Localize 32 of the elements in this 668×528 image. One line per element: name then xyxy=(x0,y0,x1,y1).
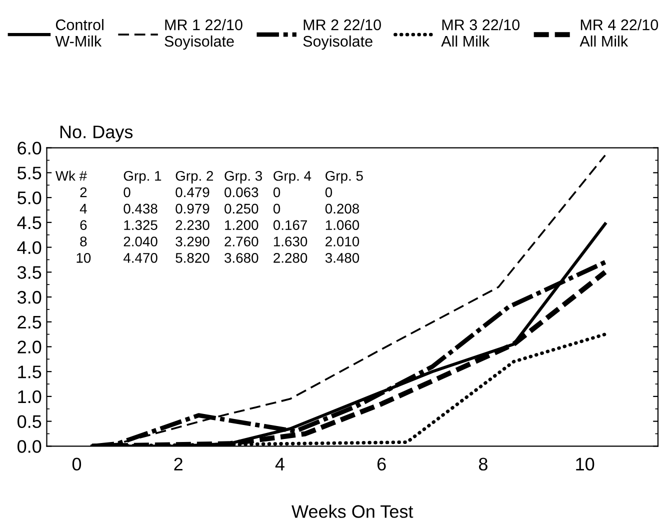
y-tick-label: 0.0 xyxy=(18,440,42,453)
y-tick-label: 4.5 xyxy=(17,216,42,230)
y-tick-label: 2.0 xyxy=(18,340,42,354)
text: 8 2.040 3.290 2.760 1.630 2.010 xyxy=(80,236,360,246)
x-tick-label: 4 xyxy=(275,458,284,470)
x-axis-title: Weeks On Test xyxy=(292,504,414,518)
text: 6 1.325 2.230 1.200 0.167 1.060 xyxy=(80,220,360,230)
y-tick-label: 1.0 xyxy=(18,390,42,404)
x-tick-label: 2 xyxy=(174,458,182,470)
y-tick-label: 5.0 xyxy=(18,191,42,204)
legend-label: Control W-Milk xyxy=(55,19,104,47)
x-tick-label: 8 xyxy=(478,458,488,471)
y-tick-label: 3.5 xyxy=(17,266,42,279)
y-tick-label: 4.0 xyxy=(17,241,42,254)
x-tick-label: 6 xyxy=(377,458,386,471)
y-axis-title: No. Days xyxy=(60,126,133,142)
y-tick-label: 6.0 xyxy=(18,142,42,155)
x-tick-label: 10 xyxy=(576,458,594,471)
legend-label: MR 1 22/10 Soyisolate xyxy=(164,19,242,50)
text: 4 0.438 0.979 0.250 0 0.208 xyxy=(80,204,360,214)
text: 10 4.470 5.820 3.680 2.280 3.480 xyxy=(76,252,360,263)
y-tick-label: 5.5 xyxy=(18,166,42,180)
legend-label: MR 3 22/10 All Milk xyxy=(441,19,520,47)
y-tick-label: 0.5 xyxy=(18,415,42,428)
y-tick-label: 3.0 xyxy=(17,290,42,304)
y-tick-label: 1.5 xyxy=(18,366,42,378)
legend-label: MR 2 22/10 Soyisolate xyxy=(303,19,381,50)
text: Wk # Grp. 1 Grp. 2 Grp. 3 Grp. 4 Grp. 5 xyxy=(55,170,363,184)
legend-label: MR 4 22/10 All Milk xyxy=(580,19,658,47)
text: 2 0 0.479 0.063 0 0 xyxy=(80,187,332,198)
x-tick-label: 0 xyxy=(72,458,82,471)
y-tick-label: 2.5 xyxy=(18,316,42,329)
